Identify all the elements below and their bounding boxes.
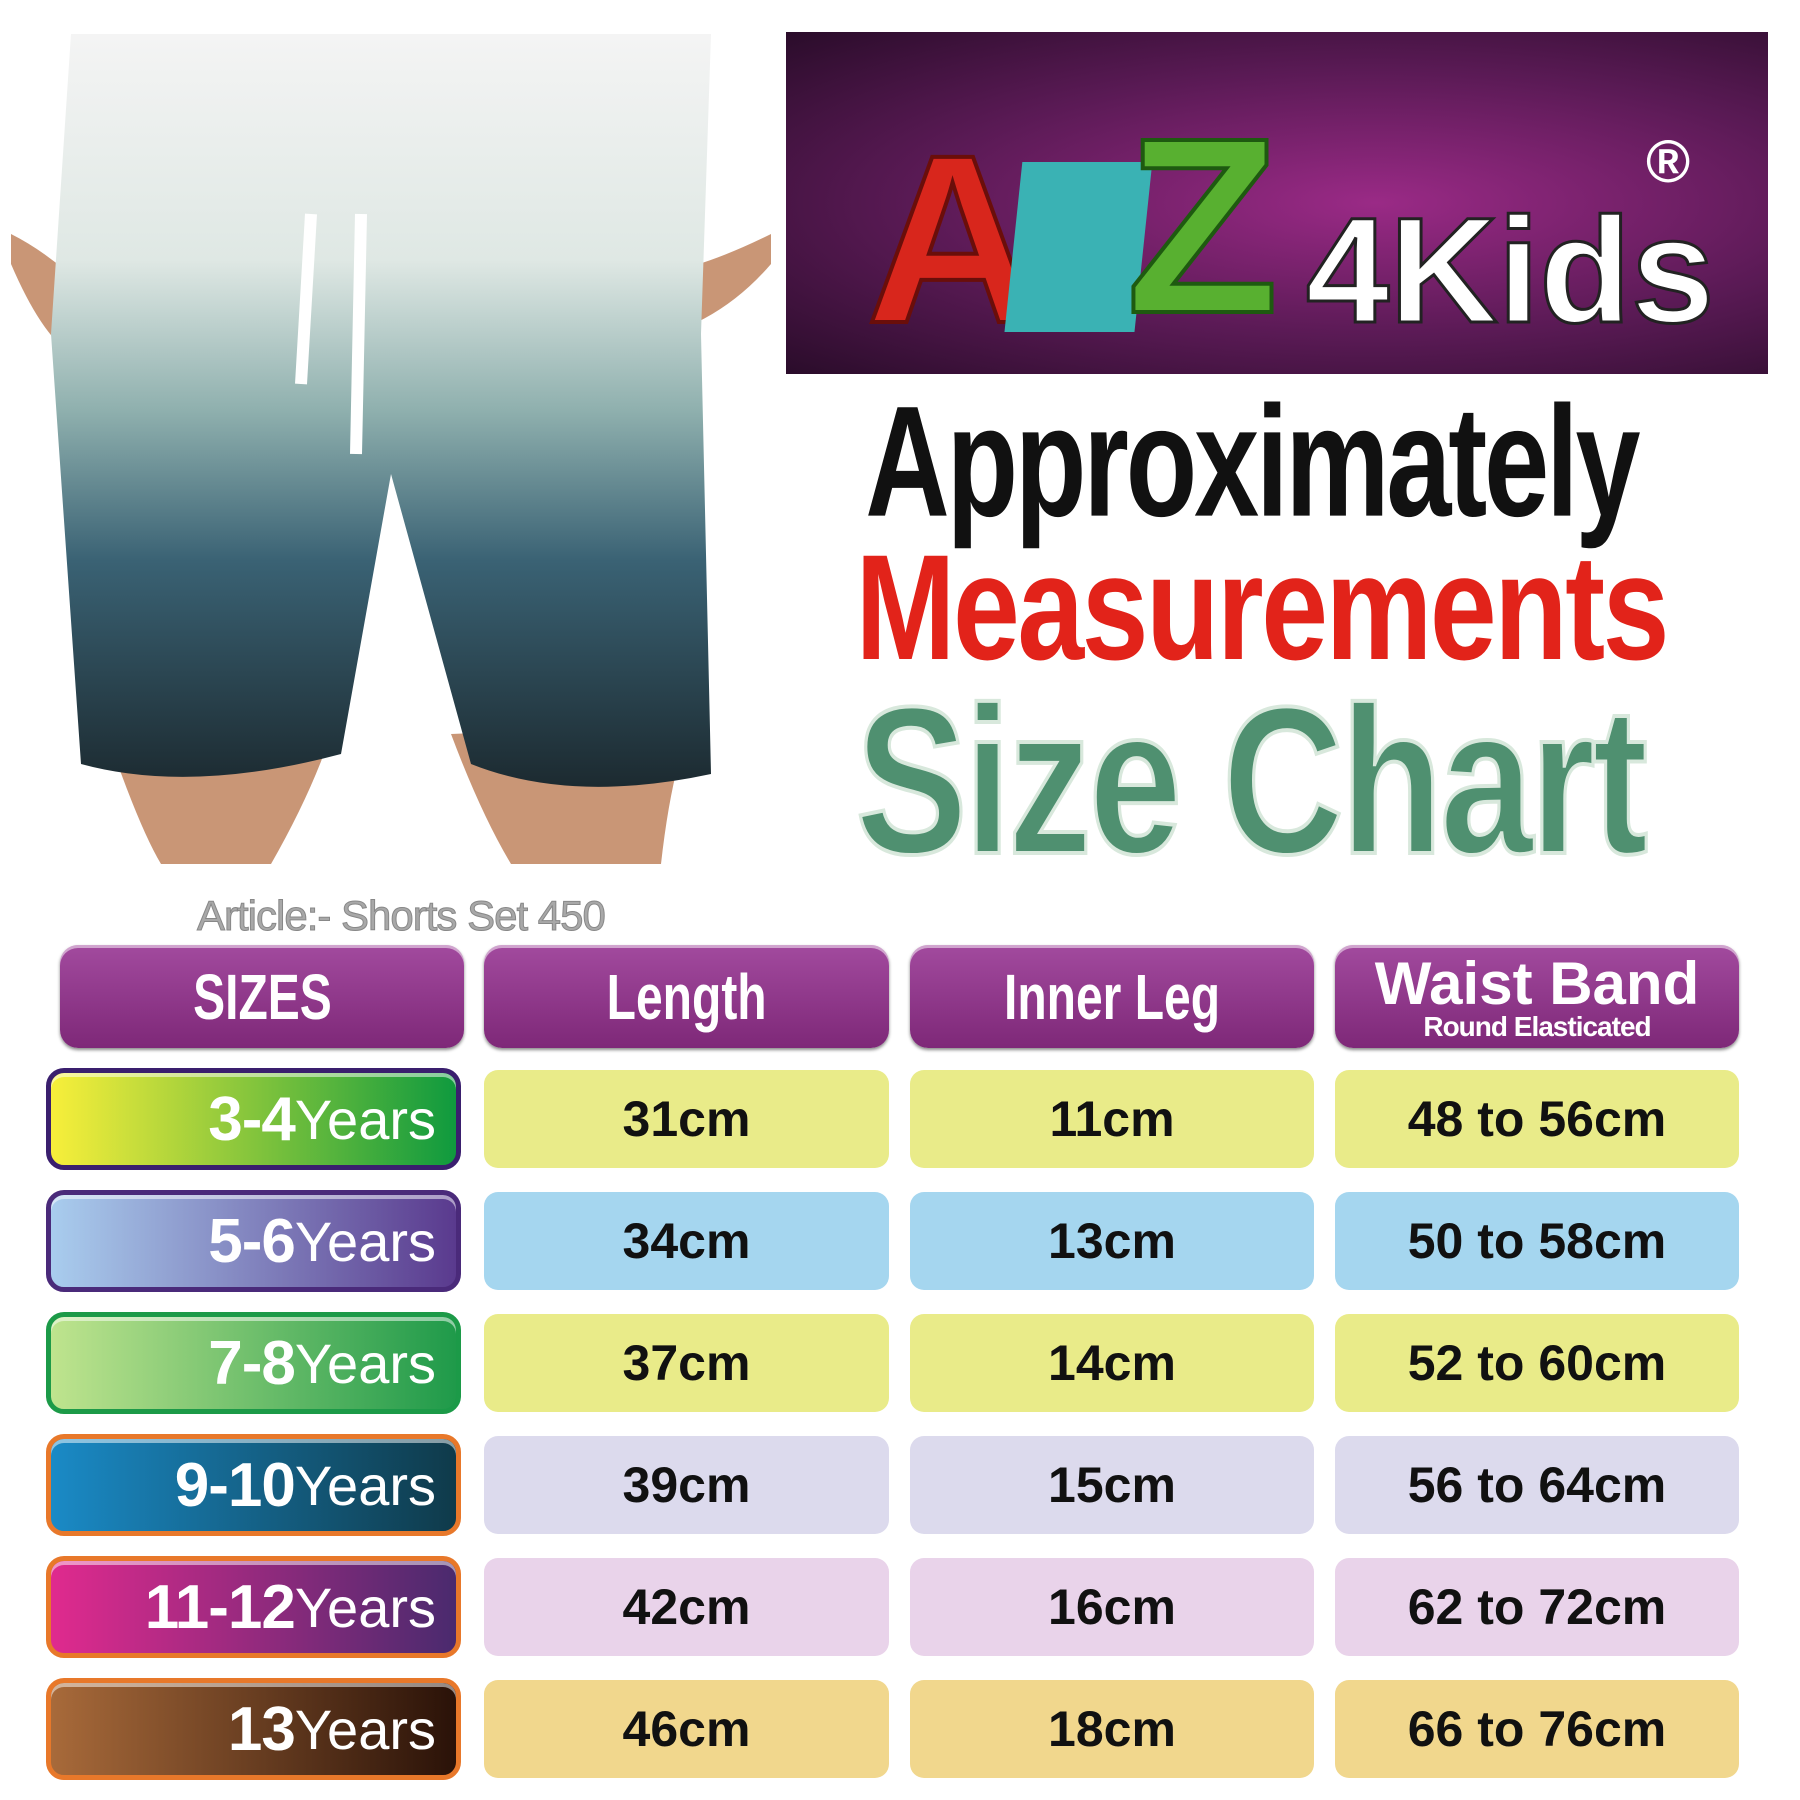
- headline-approximately: Approximately: [865, 372, 1640, 550]
- cell-waist: 52 to 60cm: [1335, 1314, 1739, 1412]
- size-label: 13 Years: [46, 1678, 461, 1780]
- size-unit: Years: [294, 1087, 436, 1151]
- size-unit: Years: [294, 1209, 436, 1273]
- header-length: Length: [484, 945, 889, 1048]
- svg-text:®: ®: [1646, 128, 1690, 195]
- brand-logo-banner: A 2 Z 4Kids ®: [786, 32, 1768, 374]
- cell-inner-leg: 14cm: [910, 1314, 1314, 1412]
- cell-inner-leg: 15cm: [910, 1436, 1314, 1534]
- cell-inner-leg: 11cm: [910, 1070, 1314, 1168]
- cell-length: 46cm: [484, 1680, 889, 1778]
- cell-length: 39cm: [484, 1436, 889, 1534]
- cell-inner-leg: 16cm: [910, 1558, 1314, 1656]
- size-range: 13: [227, 1694, 296, 1764]
- size-unit: Years: [294, 1575, 436, 1639]
- cell-length: 37cm: [484, 1314, 889, 1412]
- cell-waist: 56 to 64cm: [1335, 1436, 1739, 1534]
- size-unit: Years: [294, 1697, 436, 1761]
- size-label: 9-10 Years: [46, 1434, 461, 1536]
- size-range: 9-10: [174, 1450, 296, 1520]
- cell-length: 42cm: [484, 1558, 889, 1656]
- size-label: 11-12 Years: [46, 1556, 461, 1658]
- header-label: Waist Band: [1374, 949, 1700, 1017]
- header-sizes: SIZES: [60, 945, 464, 1048]
- size-range: 3-4: [208, 1084, 296, 1154]
- cell-waist: 48 to 56cm: [1335, 1070, 1739, 1168]
- cell-waist: 66 to 76cm: [1335, 1680, 1739, 1778]
- headline-size-chart: Size Chart: [854, 663, 1650, 898]
- header-label: SIZES: [192, 960, 332, 1033]
- svg-text:Z: Z: [1126, 86, 1279, 365]
- cell-length: 31cm: [484, 1070, 889, 1168]
- size-label: 5-6 Years: [46, 1190, 461, 1292]
- cell-waist: 62 to 72cm: [1335, 1558, 1739, 1656]
- header-label: Length: [606, 960, 767, 1033]
- size-range: 7-8: [208, 1328, 296, 1398]
- size-label: 7-8 Years: [46, 1312, 461, 1414]
- cell-inner-leg: 18cm: [910, 1680, 1314, 1778]
- size-range: 11-12: [144, 1572, 296, 1642]
- svg-text:4Kids: 4Kids: [1306, 186, 1714, 354]
- header-sublabel: Round Elasticated: [1423, 1010, 1651, 1042]
- article-label: Article:- Shorts Set 450: [197, 892, 607, 940]
- cell-inner-leg: 13cm: [910, 1192, 1314, 1290]
- size-unit: Years: [294, 1331, 436, 1395]
- size-unit: Years: [294, 1453, 436, 1517]
- headline-measurements: Measurements: [855, 523, 1670, 691]
- product-photo-shorts: [11, 34, 771, 864]
- size-label: 3-4 Years: [46, 1068, 461, 1170]
- header-label: Inner Leg: [1003, 960, 1221, 1033]
- svg-text:A: A: [866, 105, 1039, 373]
- cell-waist: 50 to 58cm: [1335, 1192, 1739, 1290]
- cell-length: 34cm: [484, 1192, 889, 1290]
- header-inner-leg: Inner Leg: [910, 945, 1314, 1048]
- size-range: 5-6: [208, 1206, 296, 1276]
- header-waist-band: Waist Band Round Elasticated: [1335, 945, 1739, 1048]
